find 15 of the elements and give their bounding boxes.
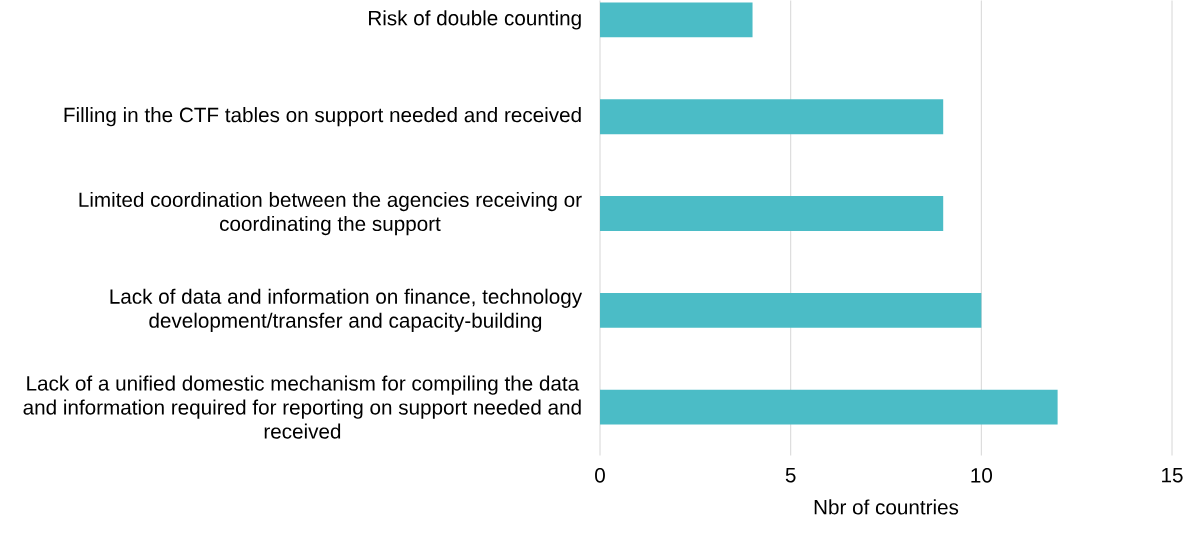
y-tick-label: Lack of data and information on finance, technology development/transfer and capacity-building (110, 288, 583, 333)
y-tick-label: Limited coordination between the agencies receiving or coordinating the support (79, 192, 582, 236)
x-tick-label: 5 (785, 468, 796, 483)
bar (600, 293, 982, 328)
bar (600, 389, 1058, 425)
bar (600, 99, 944, 135)
bar (600, 2, 753, 38)
x-tick-label: 10 (971, 468, 993, 483)
x-axis-title: Nbr of countries (814, 499, 959, 515)
bar (600, 196, 944, 232)
x-tick-label: 0 (595, 468, 605, 483)
y-tick-label: Filling in the CTF tables on support needed and received (64, 107, 581, 127)
x-tick-label: 15 (1162, 468, 1183, 483)
y-tick-label: Lack of a unified domestic mechanism for compiling the data and information required for reporting on support needed and received (23, 375, 581, 439)
y-tick-label: Risk of double counting (369, 10, 581, 30)
